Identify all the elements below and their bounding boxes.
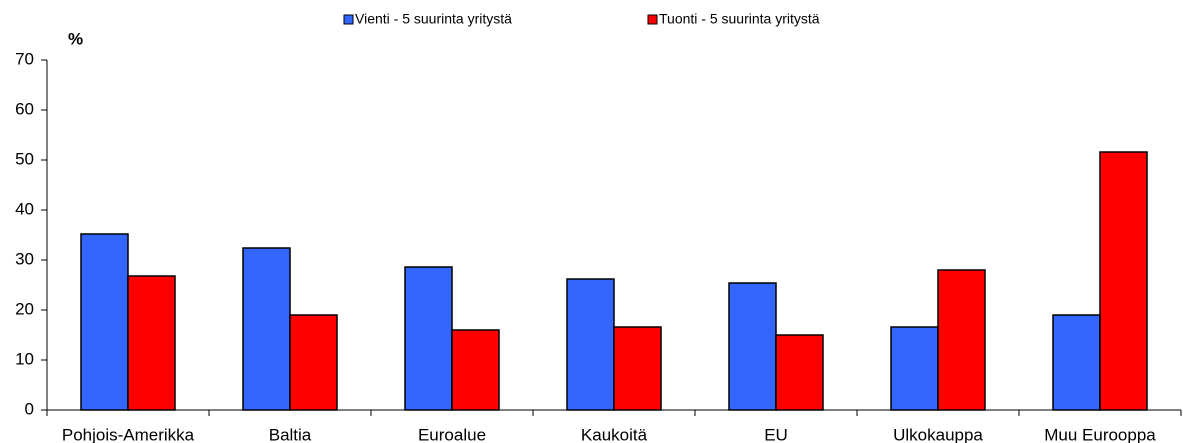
bar [1052, 314, 1101, 411]
y-tick-label: 60 [15, 99, 34, 118]
x-tick-label: Muu Eurooppa [1044, 425, 1156, 443]
bar [451, 329, 500, 411]
y-tick-label: 50 [15, 149, 34, 168]
bar [242, 247, 291, 411]
legend-label: Vienti - 5 suurinta yritystä [355, 11, 512, 27]
bar [127, 275, 176, 411]
x-tick-label: Euroalue [418, 425, 486, 443]
bar [937, 269, 986, 411]
y-tick-label: 40 [15, 199, 34, 218]
x-tick-label: Pohjois-Amerikka [62, 425, 195, 443]
bar [613, 326, 662, 411]
x-tick-label: Kaukoitä [581, 425, 648, 443]
bar [80, 233, 129, 411]
bar [289, 314, 338, 411]
bar [775, 334, 824, 411]
bar [404, 266, 453, 411]
legend-swatch [343, 14, 354, 25]
bar [728, 282, 777, 411]
y-tick-label: 0 [25, 399, 34, 418]
y-axis-label: % [68, 29, 83, 48]
x-tick-label: Ulkokauppa [893, 425, 983, 443]
x-tick-label: Baltia [269, 425, 312, 443]
bar [566, 278, 615, 411]
y-tick-label: 10 [15, 349, 34, 368]
bar [890, 326, 939, 411]
legend-label: Tuonti - 5 suurinta yritystä [659, 11, 820, 27]
y-tick-label: 20 [15, 299, 34, 318]
y-tick-label: 30 [15, 249, 34, 268]
legend-swatch [647, 14, 658, 25]
y-tick-label: 70 [15, 49, 34, 68]
bar [1099, 151, 1148, 411]
x-tick-label: EU [764, 425, 788, 443]
